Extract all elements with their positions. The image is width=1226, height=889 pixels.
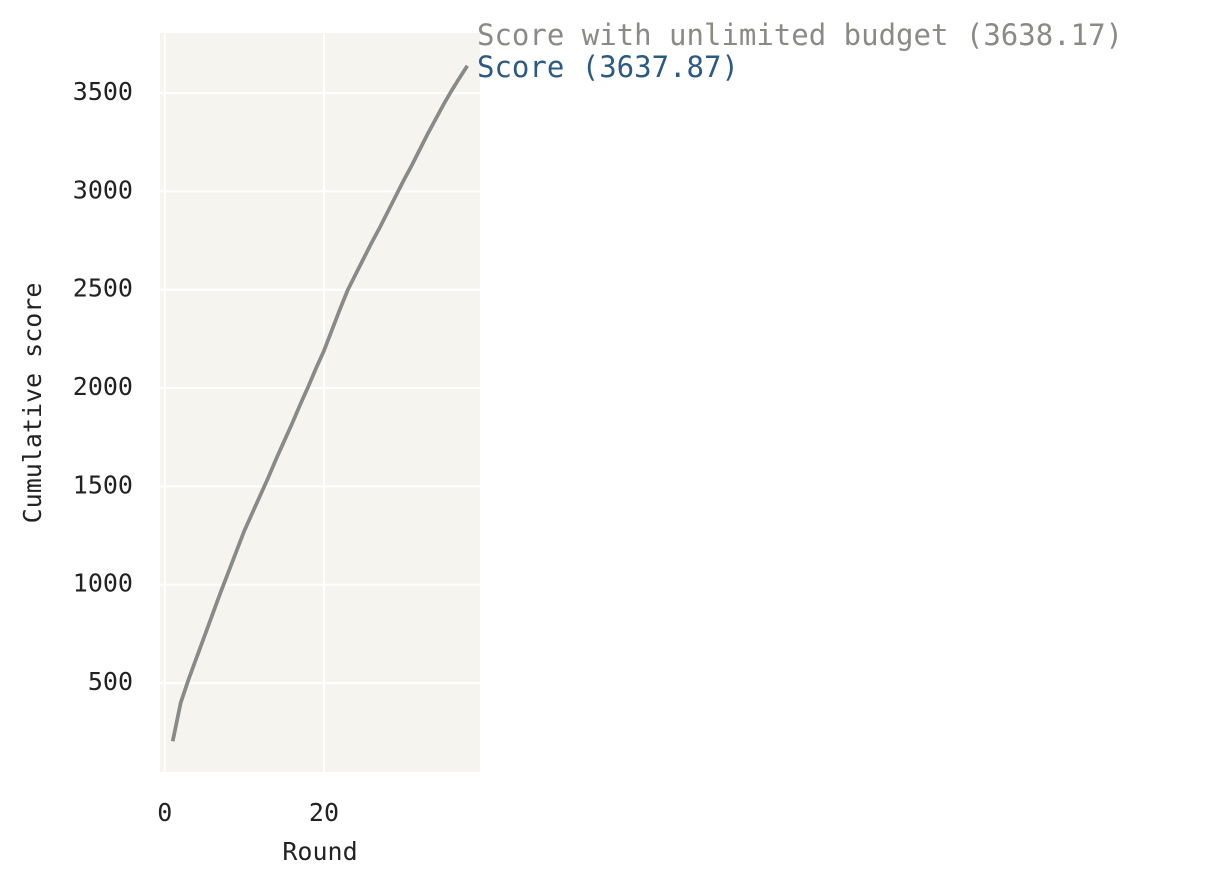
- x-tick-label: 0: [157, 798, 172, 827]
- line: [171, 64, 469, 742]
- y-tick-label: 3500: [73, 77, 133, 106]
- x-tick-label: 20: [309, 798, 339, 827]
- annotation: Score (3637.87): [477, 50, 739, 84]
- annotation: Score with unlimited budget (3638.17): [477, 18, 1123, 52]
- plot-background: [160, 33, 480, 772]
- y-tick-label: 1500: [73, 470, 133, 499]
- y-tick-label: 500: [88, 667, 133, 696]
- y-tick-label: 2000: [73, 372, 133, 401]
- y-tick-label: 3000: [73, 175, 133, 204]
- y-axis-label: Cumulative score: [18, 283, 47, 524]
- y-tick-label: 2500: [73, 274, 133, 303]
- x-axis-label: Round: [282, 837, 357, 866]
- y-tick-label: 1000: [73, 569, 133, 598]
